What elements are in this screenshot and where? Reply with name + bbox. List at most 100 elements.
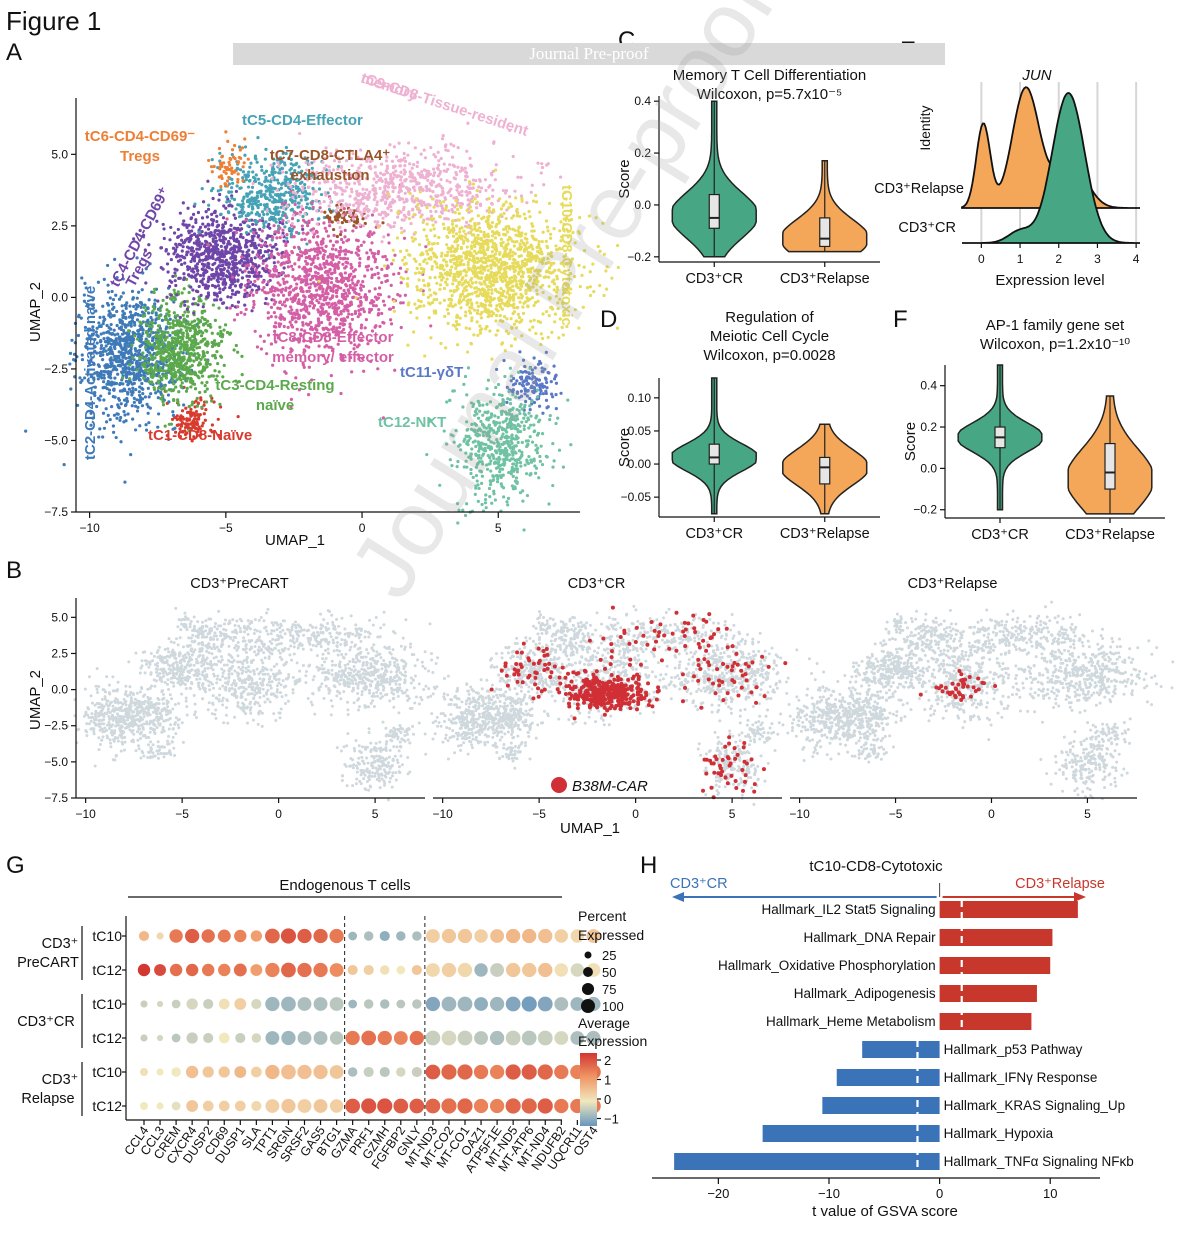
umap-point-tC8	[396, 292, 400, 297]
umap-point-tC3	[157, 374, 162, 378]
umap-point-tC9	[490, 173, 494, 177]
umap-point-tC8	[367, 310, 372, 314]
umap-point-tC2	[109, 405, 114, 409]
umap-point-tC9	[441, 133, 445, 138]
umap-point-tC2	[121, 309, 125, 313]
umap-point-tC9	[361, 187, 365, 191]
umap-point-tC5	[241, 202, 245, 206]
umap-point-tC6	[226, 139, 230, 143]
umap-point-tC2	[96, 377, 100, 381]
umap-point-tC8	[255, 290, 259, 294]
umap-point-tC9	[324, 193, 328, 197]
umap-point-tC4	[180, 249, 184, 253]
umap-point-tC2	[138, 398, 142, 403]
umap-point-tC4	[221, 273, 225, 277]
umap-point-tC9	[464, 171, 469, 175]
umap-point-tC4	[201, 305, 205, 309]
umap-point-tC5	[271, 200, 275, 204]
umap-point-tC5	[242, 196, 246, 200]
umap-point-tC2	[151, 338, 155, 342]
umap-point-tC9	[365, 188, 369, 192]
umap-point-tC1	[189, 407, 193, 411]
umap-point-tC2	[98, 315, 102, 319]
umap-point-tC2	[122, 387, 126, 391]
umap-point-tC2	[112, 328, 116, 332]
umap-point-tC4	[187, 229, 191, 233]
umap-point-tC8	[362, 369, 366, 373]
umap-point-tC8	[321, 293, 325, 297]
umap-point-tC8	[357, 264, 362, 268]
umap-point-tC4	[204, 270, 209, 274]
umap-point-tC2	[119, 295, 123, 299]
umap-point-tC5	[283, 225, 287, 229]
umap-point-tC3	[200, 405, 204, 409]
umap-point-tC2	[136, 365, 140, 369]
umap-point-tC5	[247, 192, 251, 196]
umap-point-tC8	[334, 317, 338, 321]
umap-point-tC9	[399, 226, 403, 230]
umap-point-tC4	[188, 274, 192, 278]
umap-point-tC8	[335, 263, 339, 267]
umap-point-tC8	[308, 240, 312, 244]
umap-point-tC3	[198, 319, 202, 323]
umap-point-tC6	[246, 157, 250, 161]
umap-point-tC8	[286, 265, 291, 269]
umap-point-tC2	[112, 364, 116, 369]
umap-point-tC2	[85, 337, 89, 341]
umap-point-tC3	[213, 369, 217, 373]
umap-point-tC9	[410, 197, 414, 201]
umap-point-tC2	[112, 430, 116, 434]
umap-point-tC2	[109, 327, 113, 331]
umap-point-tC8	[307, 289, 311, 293]
umap-point-tC4	[214, 236, 218, 240]
umap-point-tC4	[218, 287, 222, 291]
umap-point-tC8	[303, 259, 308, 263]
umap-point-tC5	[262, 171, 266, 175]
umap-point-tC8	[359, 303, 363, 307]
umap-point-tC8	[276, 251, 280, 256]
umap-point-tC2	[116, 354, 120, 359]
umap-point-tC2	[102, 385, 106, 389]
umap-point-tC9	[437, 159, 441, 163]
umap-point-tC8	[308, 285, 312, 290]
umap-point-tC3	[236, 350, 240, 354]
umap-point-tC9	[374, 174, 379, 178]
umap-point-tC10	[577, 263, 581, 267]
umap-point-tC8	[381, 320, 385, 325]
umap-point-tC4	[192, 311, 196, 315]
umap-point-tC4	[210, 268, 214, 272]
umap-point-tC9	[359, 201, 363, 205]
umap-point-tC9	[503, 191, 508, 195]
umap-point-tC9	[466, 121, 470, 125]
umap-point-tC7	[353, 220, 357, 224]
umap-point-tC6	[219, 174, 223, 178]
umap-point-tC8	[389, 322, 394, 326]
umap-point-tC4	[225, 262, 229, 267]
umap-point-tC4	[178, 315, 182, 320]
umap-point-tC2	[108, 358, 112, 362]
umap-point-tC3	[153, 366, 157, 371]
umap-point-tC2	[80, 357, 85, 362]
umap-point-tC4	[268, 226, 272, 230]
umap-point-tC8	[372, 304, 376, 308]
umap-point-tC3	[146, 334, 150, 338]
umap-point-tC4	[239, 232, 243, 237]
umap-point-tC3	[180, 356, 184, 360]
umap-point-tC7	[336, 215, 340, 219]
umap-point-tC10	[432, 227, 436, 231]
umap-point-tC3	[139, 355, 144, 360]
umap-point-tC3	[198, 361, 202, 365]
umap-point-tC5	[271, 211, 275, 216]
umap-point-tC4	[229, 295, 233, 299]
umap-point-tC8	[317, 294, 322, 298]
umap-point-tC2	[84, 344, 88, 349]
umap-point-tC8	[278, 273, 282, 277]
umap-point-tC3	[176, 330, 180, 335]
umap-point-tC8	[320, 302, 324, 306]
umap-point-tC4	[234, 290, 238, 295]
umap-point-tC8	[275, 236, 279, 240]
umap-point-tC9	[395, 174, 400, 178]
umap-point-tC2	[144, 423, 148, 427]
umap-point-tC5	[235, 184, 239, 188]
